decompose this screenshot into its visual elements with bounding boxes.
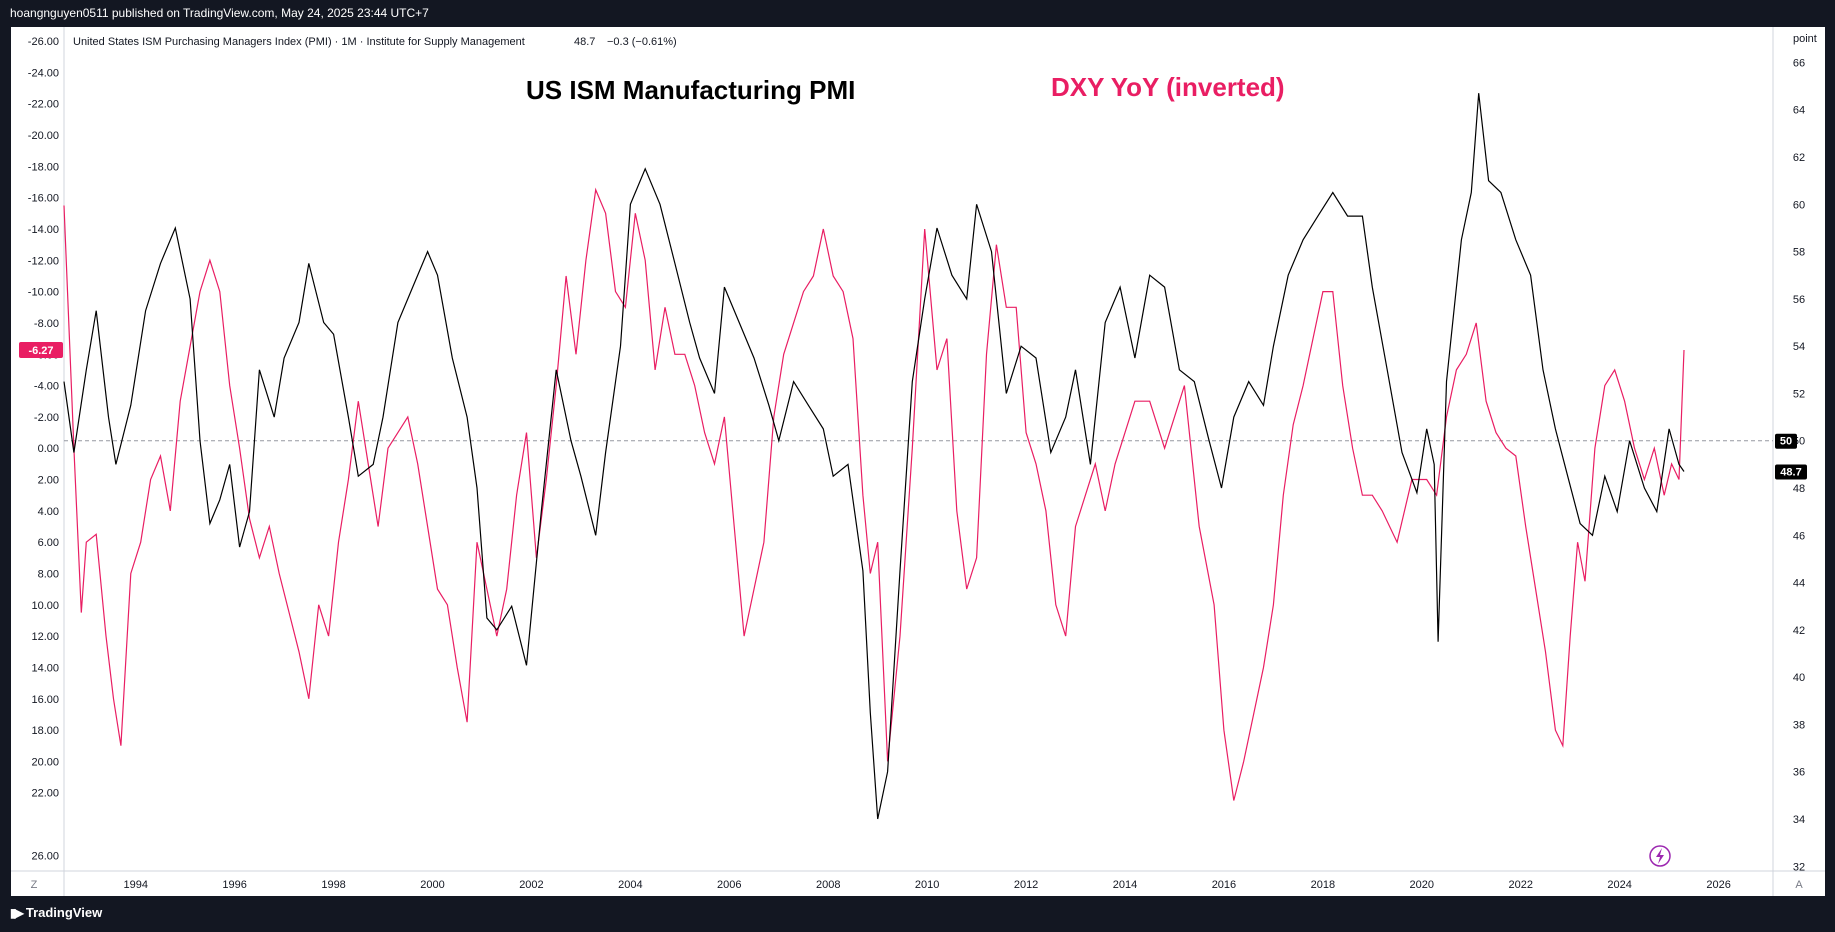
right-axis-tick-label: 38: [1793, 719, 1805, 731]
unit-label: point: [1793, 33, 1817, 45]
right-axis-tick-label: 46: [1793, 530, 1805, 542]
right-axis-tick-label: 40: [1793, 672, 1805, 684]
reference-badge: 50: [1775, 433, 1797, 449]
left-axis-tick-label: -24.00: [28, 67, 59, 79]
legend-change: −0.3 (−0.61%): [607, 36, 677, 48]
chart-canvas[interactable]: -26.00 -24.00 -22.00 -20.00 -18.00 -16.00 -14.…: [11, 27, 1825, 896]
legend-symbol[interactable]: United States ISM Purchasing Managers In…: [73, 36, 525, 48]
time-axis-tick-label: 2020: [1410, 879, 1434, 891]
left-axis-tick-label: -26.00: [28, 36, 59, 48]
right-axis-tick-label: 66: [1793, 57, 1805, 69]
left-axis-tick-label: -14.00: [28, 224, 59, 236]
left-axis-tick-label: -12.00: [28, 255, 59, 267]
left-axis-tick-label: -2.00: [34, 412, 59, 424]
auto-scale-left-button[interactable]: Z: [31, 879, 38, 891]
left-axis-tick-label: -10.00: [28, 287, 59, 299]
time-axis-tick-label: 2018: [1311, 879, 1335, 891]
time-axis-tick-label: 2012: [1014, 879, 1038, 891]
left-axis-tick-label: 22.00: [31, 788, 59, 800]
left-axis-tick-label: 16.00: [31, 694, 59, 706]
time-axis-tick-label: 2006: [717, 879, 741, 891]
left-axis-ticks: -26.00 -24.00 -22.00 -20.00 -18.00 -16.00 -14.…: [28, 36, 59, 862]
left-axis-tick-label: 8.00: [38, 568, 59, 580]
reference-badge-text: 50: [1780, 436, 1792, 448]
right-axis-tick-label: 58: [1793, 247, 1805, 259]
right-axis-tick-label: 36: [1793, 767, 1805, 779]
footer-bar: ▮▶ TradingView: [0, 896, 1835, 932]
right-axis-tick-label: 34: [1793, 814, 1805, 826]
right-axis-tick-label: 64: [1793, 105, 1805, 117]
chart-frame: -26.00 -24.00 -22.00 -20.00 -18.00 -16.00 -14.…: [11, 27, 1825, 896]
time-axis-tick-label: 2004: [618, 879, 642, 891]
lightning-icon[interactable]: [1649, 845, 1671, 867]
right-axis-tick-label: 32: [1793, 861, 1805, 873]
left-axis-tick-label: 2.00: [38, 475, 59, 487]
left-axis-tick-label: -4.00: [34, 381, 59, 393]
left-axis-tick-label: -22.00: [28, 99, 59, 111]
left-axis-tick-label: -16.00: [28, 193, 59, 205]
tradingview-logo-icon: ▮▶: [10, 905, 24, 920]
right-axis-tick-label: 44: [1793, 578, 1805, 590]
right-badge-text: 48.7: [1780, 466, 1801, 478]
tradingview-logo-text: TradingView: [25, 905, 103, 920]
left-badge-text: -6.27: [28, 345, 53, 357]
right-last-value-badge: 48.7: [1775, 464, 1807, 480]
left-badge-background: [19, 342, 63, 359]
time-axis-tick-label: 2000: [420, 879, 444, 891]
tradingview-logo[interactable]: ▮▶ TradingView: [10, 905, 102, 920]
attribution-text: hoangnguyen0511 published on TradingView…: [10, 6, 429, 20]
left-axis-tick-label: 10.00: [31, 600, 59, 612]
left-axis-tick-label: -20.00: [28, 130, 59, 142]
time-axis-tick-label: 2002: [519, 879, 543, 891]
left-axis-tick-label: 18.00: [31, 725, 59, 737]
left-axis-tick-label: 4.00: [38, 506, 59, 518]
left-axis-tick-label: 12.00: [31, 631, 59, 643]
left-axis-tick-label: 14.00: [31, 662, 59, 674]
time-axis-tick-label: 2008: [816, 879, 840, 891]
right-badge-background: [1775, 464, 1807, 480]
pmi-annotation[interactable]: US ISM Manufacturing PMI: [526, 75, 855, 105]
time-axis-tick-label: 1996: [222, 879, 246, 891]
time-axis-tick-label: 2022: [1508, 879, 1532, 891]
right-axis-tick-label: 42: [1793, 625, 1805, 637]
dxy-annotation[interactable]: DXY YoY (inverted): [1051, 72, 1285, 102]
right-axis-tick-label: 62: [1793, 152, 1805, 164]
right-axis-tick-label: 48: [1793, 483, 1805, 495]
time-axis-tick-label: 2014: [1113, 879, 1137, 891]
left-axis-tick-label: 0.00: [38, 443, 59, 455]
left-axis-tick-label: -18.00: [28, 161, 59, 173]
unit-label-box: [1774, 27, 1825, 49]
time-axis-tick-label: 1994: [123, 879, 147, 891]
time-axis-tick-label: 1998: [321, 879, 345, 891]
auto-scale-right-button[interactable]: A: [1795, 879, 1803, 891]
time-axis-ticks: 1994 1996 1998 2000 2002 2004 2006 2008 2010 2012…: [123, 879, 1730, 891]
left-last-value-badge: -6.27: [19, 342, 63, 359]
attribution-bar: hoangnguyen0511 published on TradingView…: [0, 0, 1835, 27]
time-axis-tick-label: 2024: [1607, 879, 1631, 891]
pmi-series-line: [63, 93, 1685, 820]
left-axis-tick-label: 20.00: [31, 756, 59, 768]
left-axis-tick-label: -8.00: [34, 318, 59, 330]
right-axis-tick-label: 60: [1793, 199, 1805, 211]
time-axis-tick-label: 2026: [1706, 879, 1730, 891]
right-axis-tick-label: 56: [1793, 294, 1805, 306]
right-axis-tick-label: 52: [1793, 388, 1805, 400]
dxy-series-line: [63, 187, 1685, 801]
time-axis-tick-label: 2016: [1212, 879, 1236, 891]
right-axis-tick-label: 54: [1793, 341, 1805, 353]
left-axis-tick-label: 6.00: [38, 537, 59, 549]
reference-badge-background: [1775, 433, 1797, 449]
time-axis-tick-label: 2010: [915, 879, 939, 891]
legend-last-value: 48.7: [574, 36, 595, 48]
left-axis-tick-label: 26.00: [31, 850, 59, 862]
